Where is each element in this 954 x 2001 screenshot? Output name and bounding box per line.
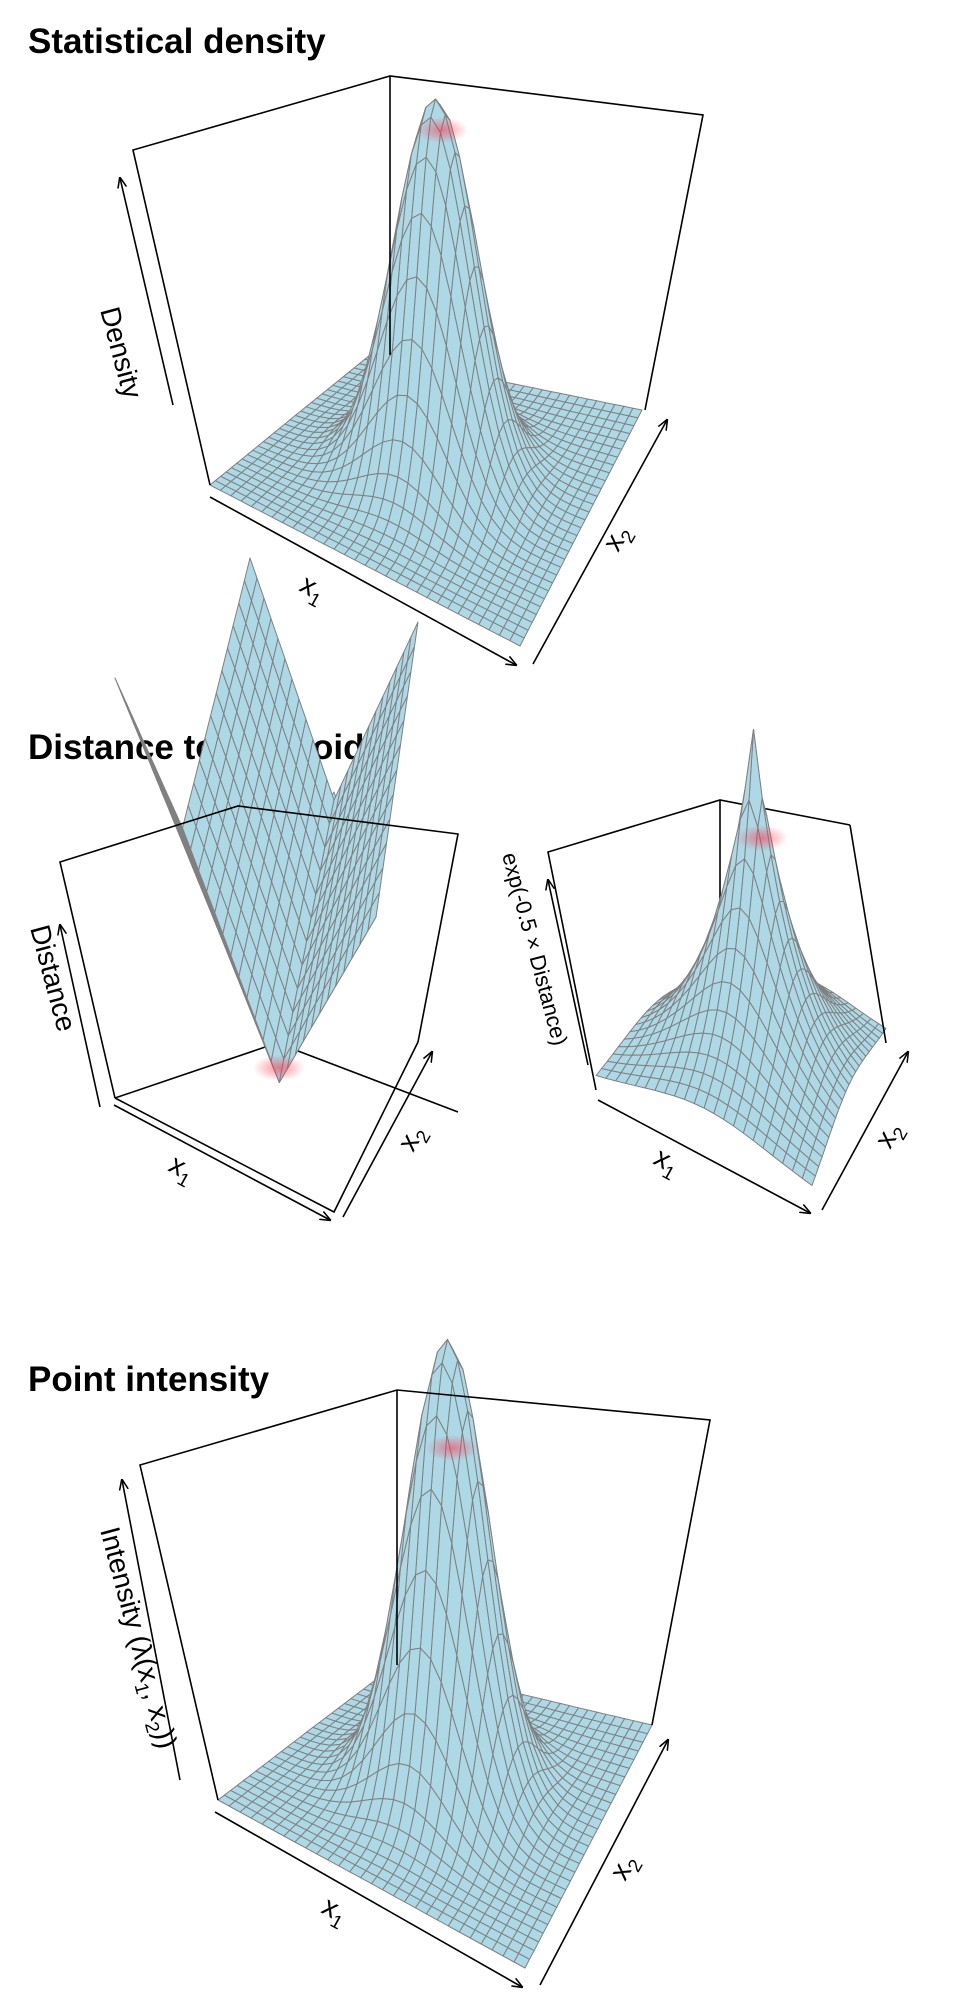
density-facet <box>209 480 227 491</box>
density-x1-axis-arrow <box>209 496 516 665</box>
density-z-axis-arrow <box>120 178 174 406</box>
intensity-x1-axis-label: x1 <box>314 1890 353 1934</box>
density-bounding-box <box>132 75 704 486</box>
density-surface <box>209 98 643 647</box>
distance-surface <box>114 557 419 1083</box>
density-x2-axis-arrow <box>532 420 667 665</box>
density-extremum-marker <box>416 117 468 143</box>
intensity-extremum-marker <box>426 1435 478 1461</box>
density-section-title: Statistical density <box>28 22 326 61</box>
intensity-x2-axis-label: x2 <box>603 1848 647 1888</box>
intensity-surface <box>217 1339 653 1969</box>
intensity-section-title: Point intensity <box>28 1360 270 1399</box>
